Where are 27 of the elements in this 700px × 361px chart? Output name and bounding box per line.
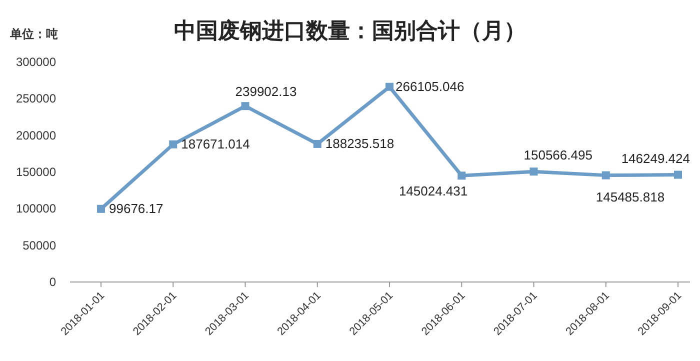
point [169,140,178,148]
data-label: 145024.431 [398,184,468,199]
data-label: 99676.17 [109,200,164,216]
data-label: 146249.424 [621,150,690,166]
data-label: 266105.046 [396,78,464,94]
y-tick-label: 100000 [16,202,56,216]
point [386,82,394,91]
point [241,102,250,110]
y-tick-label: 150000 [16,165,56,179]
chart-title: 中国废钢进口数量：国别合计（月） [174,18,526,43]
y-tick-label: 50000 [22,238,56,252]
point [530,168,538,176]
data-label: 150566.495 [524,148,592,163]
data-label: 188235.518 [325,136,394,151]
y-tick-label: 300000 [16,55,56,69]
data-label: 187671.014 [181,136,250,152]
data-label: 145485.818 [596,189,665,204]
y-tick-label: 200000 [16,128,56,142]
data-label: 239902.13 [235,84,297,100]
y-tick-label: 250000 [16,92,56,106]
point [458,172,466,180]
point [602,171,610,180]
point [674,170,682,179]
point [313,140,322,148]
point [97,204,105,213]
y-axis-title: 单位：吨 [9,27,58,41]
y-tick-label: 0 [49,275,56,289]
